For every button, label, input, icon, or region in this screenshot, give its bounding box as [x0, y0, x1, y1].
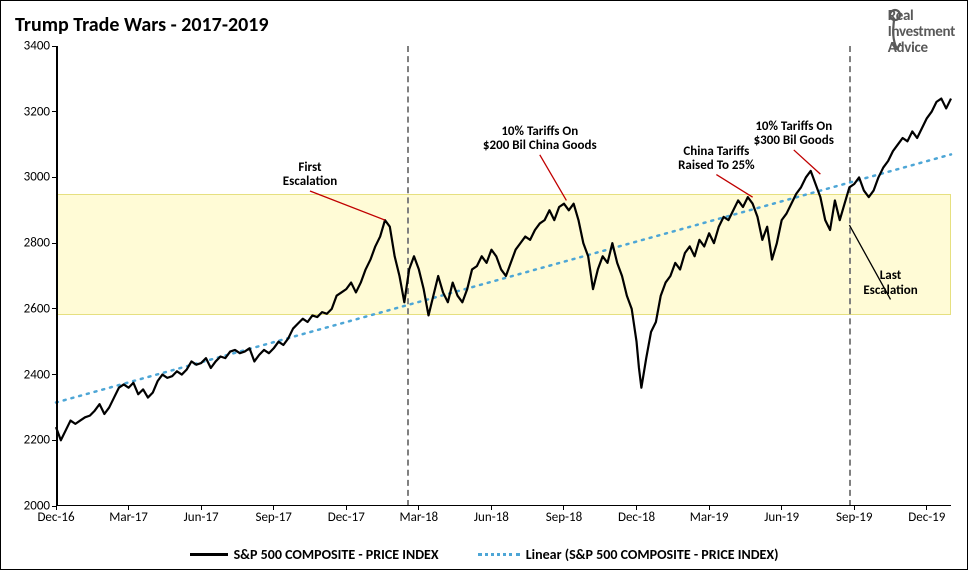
legend-item-series: S&P 500 COMPOSITE - PRICE INDEX [190, 546, 439, 563]
legend-item-trend: Linear (S&P 500 COMPOSITE - PRICE INDEX) [478, 546, 779, 563]
plot-area: 20002200240026002800300032003400 Dec-16M… [56, 46, 951, 506]
annotation: China TariffsRaised To 25% [678, 145, 754, 174]
annotation-connector [540, 155, 567, 201]
legend: S&P 500 COMPOSITE - PRICE INDEX Linear (… [1, 543, 967, 563]
legend-label-2: Linear (S&P 500 COMPOSITE - PRICE INDEX) [526, 546, 779, 563]
chart-title: Trump Trade Wars - 2017-2019 [15, 13, 269, 37]
legend-line-icon [190, 553, 228, 556]
annotation-connector [794, 150, 821, 174]
annotation-connector [716, 175, 752, 198]
annotation: FirstEscalation [283, 161, 337, 190]
annotation-connector [310, 191, 385, 220]
y-axis [56, 46, 58, 506]
chart-svg [56, 46, 951, 506]
legend-dotted-icon [478, 553, 520, 556]
annotation: 10% Tariffs On$300 Bil Goods [754, 120, 834, 149]
annotation: 10% Tariffs On$200 Bil China Goods [483, 125, 597, 154]
chart-container: Trump Trade Wars - 2017-2019 Real Invest… [0, 0, 968, 570]
annotation: LastEscalation [863, 269, 917, 298]
legend-label-1: S&P 500 COMPOSITE - PRICE INDEX [234, 546, 439, 563]
